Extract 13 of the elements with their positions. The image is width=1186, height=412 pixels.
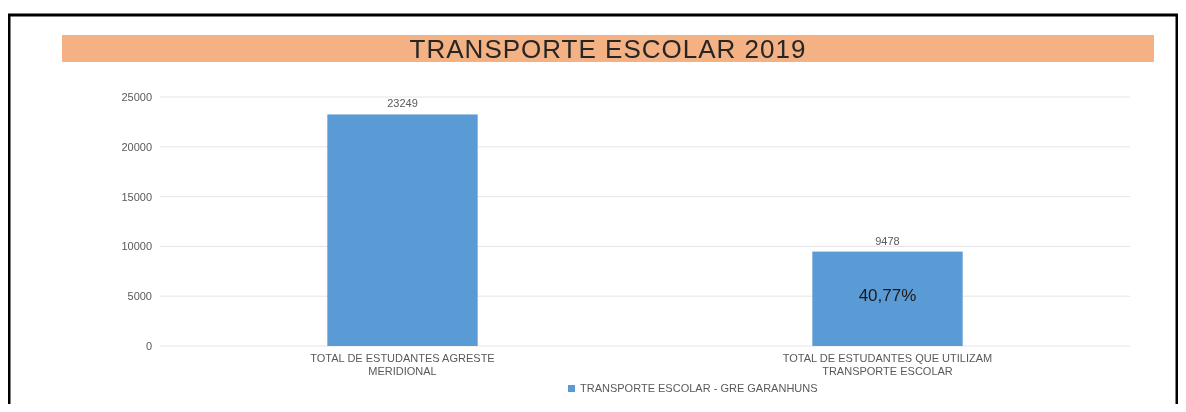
x-tick-label: TOTAL DE ESTUDANTES AGRESTE MERIDIONAL [310, 352, 495, 377]
x-tick-label: TOTAL DE ESTUDANTES QUE UTILIZAM TRANSPORTE ESCOLAR [782, 352, 993, 377]
y-tick-label: 15000 [121, 190, 152, 203]
data-label: 9478 [875, 234, 900, 247]
y-tick-label: 5000 [127, 290, 152, 303]
y-tick-label: 0 [145, 340, 152, 352]
y-tick-label: 10000 [121, 240, 152, 253]
annotation: 40,77% [858, 286, 917, 305]
legend-label: TRANSPORTE ESCOLAR - GRE GARANHUNS [580, 382, 818, 394]
data-label: 23249 [387, 97, 418, 110]
y-tick-label: 20000 [121, 140, 152, 153]
y-tick-label: 25000 [121, 91, 152, 103]
chart-title: TRANSPORTE ESCOLAR 2019 [409, 34, 807, 64]
